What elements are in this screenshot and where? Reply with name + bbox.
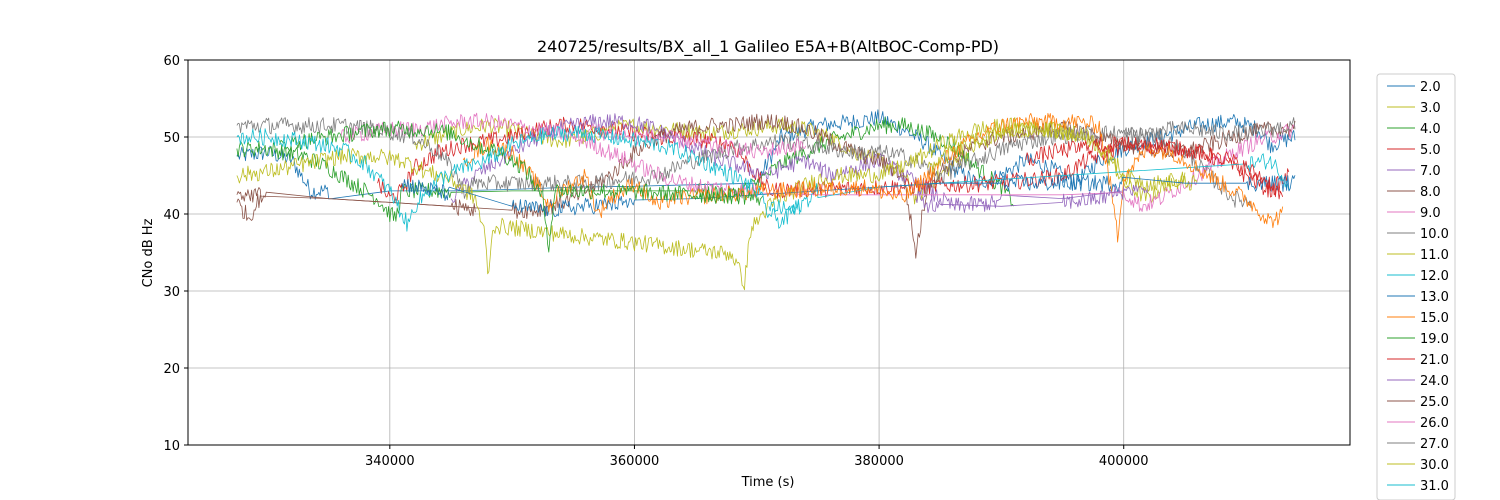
legend-label: 8.0 [1420, 185, 1441, 200]
y-tick-label: 50 [163, 131, 180, 146]
legend-label: 31.0 [1420, 479, 1449, 494]
y-axis-label: CNo dB Hz [141, 218, 156, 287]
series-line [401, 174, 1296, 217]
series-line [927, 120, 1076, 173]
legend-label: 19.0 [1420, 332, 1449, 347]
legend: 2.0 3.0 4.0 5.0 7.0 8.0 9.0 10.0 11.0 12.0 13.0 15.… [1376, 73, 1456, 500]
legend-label: 27.0 [1420, 437, 1449, 452]
legend-label: 13.0 [1420, 290, 1449, 305]
x-tick-label: 360000 [610, 454, 660, 469]
legend-label: 21.0 [1420, 353, 1449, 368]
x-axis-label: Time (s) [741, 475, 795, 490]
legend-label: 24.0 [1420, 374, 1449, 389]
legend-label: 12.0 [1420, 269, 1449, 284]
legend-label: 5.0 [1420, 143, 1441, 158]
series-line [1123, 117, 1296, 145]
legend-label: 11.0 [1420, 248, 1449, 263]
x-tick-label: 400000 [1099, 454, 1149, 469]
x-tick-label: 340000 [365, 454, 415, 469]
series-line [236, 187, 476, 217]
legend-label: 7.0 [1420, 164, 1441, 179]
legend-label: 2.0 [1420, 80, 1441, 95]
series-line [1025, 136, 1284, 200]
legend-label: 10.0 [1420, 227, 1449, 242]
y-tick-label: 30 [163, 285, 180, 300]
legend-box [1376, 73, 1456, 500]
legend-label: 4.0 [1420, 122, 1441, 137]
y-tick-label: 40 [163, 208, 180, 223]
legend-label: 26.0 [1420, 416, 1449, 431]
y-tick-label: 60 [163, 54, 180, 69]
series-line [585, 123, 807, 159]
plot-frame [187, 59, 1351, 446]
y-tick-label: 20 [163, 362, 180, 377]
x-tick-label: 380000 [854, 454, 904, 469]
series-line [236, 109, 1296, 200]
chart-title: 240725/results/BX_all_1 Galileo E5A+B(Al… [537, 37, 999, 57]
y-tick-label: 10 [163, 439, 180, 454]
legend-label: 30.0 [1420, 458, 1449, 473]
plot-area: 340000 360000 380000 400000 10 20 30 40 50 60 [163, 54, 1351, 469]
legend-label: 3.0 [1420, 101, 1441, 116]
series-line [340, 112, 1296, 212]
legend-label: 9.0 [1420, 206, 1441, 221]
series-line [236, 125, 800, 232]
series-line [279, 120, 764, 253]
series-line [462, 112, 1284, 243]
series-line [915, 185, 1125, 213]
legend-label: 25.0 [1420, 395, 1449, 410]
series-line [236, 113, 1296, 259]
legend-label: 15.0 [1420, 311, 1449, 326]
